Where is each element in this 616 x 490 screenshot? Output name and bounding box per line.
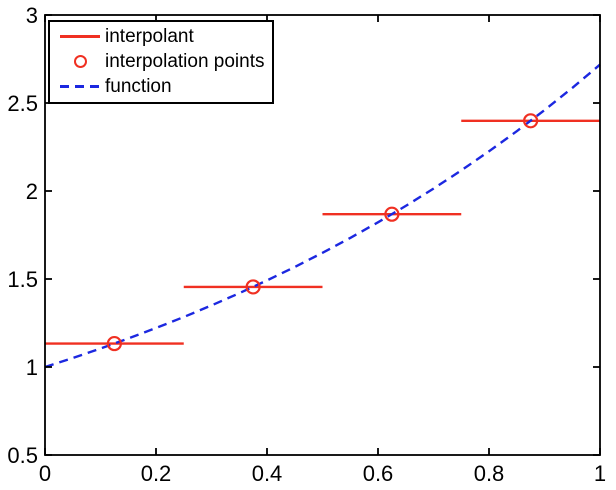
- blue-dashed-line-swatch-icon: [60, 85, 100, 88]
- series-interpolation-points: [106, 113, 539, 352]
- axes: [44, 14, 601, 456]
- red-solid-line-swatch-icon: [60, 35, 100, 38]
- x-tick-label: 0.6: [363, 461, 394, 486]
- y-tick-label: 1.5: [7, 267, 38, 292]
- series-interpolant: [45, 119, 600, 345]
- x-tick-label: 0: [39, 461, 51, 486]
- legend-label-interpolant: interpolant: [105, 26, 194, 47]
- legend-row-function: function: [60, 74, 272, 99]
- x-tick-label: 0.2: [141, 461, 172, 486]
- red-circle-marker-icon: [60, 55, 100, 68]
- legend-label-function: function: [105, 76, 172, 97]
- series-function: [44, 63, 601, 369]
- legend: interpolant interpolation points functio…: [48, 20, 274, 104]
- y-tick-label: 1: [26, 355, 38, 380]
- x-tick-label: 0.8: [474, 461, 505, 486]
- x-tick-label: 0.4: [252, 461, 283, 486]
- y-tick-label: 2: [26, 179, 38, 204]
- tick-labels: 0 0.2 0.4 0.6 0.8 1 0.5 1 1.5 2 2.5 3: [7, 3, 606, 486]
- legend-row-interpolant: interpolant: [60, 24, 272, 49]
- y-tick-label: 2.5: [7, 91, 38, 116]
- legend-row-interpolation-points: interpolation points: [60, 49, 272, 74]
- x-tick-label: 1: [594, 461, 606, 486]
- legend-label-interpolation-points: interpolation points: [105, 51, 265, 72]
- y-tick-label: 3: [26, 3, 38, 28]
- y-tick-label: 0.5: [7, 443, 38, 468]
